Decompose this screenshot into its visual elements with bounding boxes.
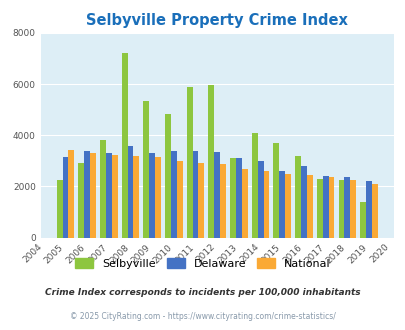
Text: © 2025 CityRating.com - https://www.cityrating.com/crime-statistics/: © 2025 CityRating.com - https://www.city… (70, 312, 335, 321)
Bar (251, 133, 257, 238)
Bar (84, 151, 90, 238)
Bar (273, 143, 279, 238)
Bar (257, 161, 263, 238)
Bar (230, 158, 235, 238)
Bar (235, 158, 241, 238)
Bar (365, 181, 371, 238)
Bar (322, 176, 328, 238)
Bar (100, 141, 106, 238)
Bar (306, 175, 312, 238)
Bar (122, 53, 127, 238)
Bar (176, 161, 182, 238)
Bar (208, 85, 214, 238)
Bar (68, 149, 74, 238)
Bar (350, 180, 355, 238)
Bar (192, 151, 198, 238)
Bar (371, 184, 377, 238)
Bar (343, 177, 350, 238)
Bar (90, 153, 96, 238)
Bar (171, 151, 176, 238)
Bar (127, 146, 133, 238)
Legend: Selbyville, Delaware, National: Selbyville, Delaware, National (75, 258, 330, 269)
Bar (328, 177, 334, 238)
Bar (316, 179, 322, 238)
Bar (279, 171, 284, 238)
Bar (220, 164, 226, 238)
Bar (284, 174, 290, 238)
Bar (359, 202, 365, 238)
Bar (155, 157, 160, 238)
Text: Crime Index corresponds to incidents per 100,000 inhabitants: Crime Index corresponds to incidents per… (45, 287, 360, 297)
Bar (62, 157, 68, 238)
Bar (294, 156, 300, 238)
Bar (149, 153, 155, 238)
Bar (78, 163, 84, 238)
Bar (133, 156, 139, 238)
Bar (198, 163, 204, 238)
Bar (214, 152, 220, 238)
Bar (111, 155, 117, 238)
Bar (143, 101, 149, 238)
Bar (57, 180, 62, 238)
Bar (263, 171, 269, 238)
Bar (106, 153, 111, 238)
Bar (241, 169, 247, 238)
Bar (165, 114, 171, 238)
Bar (186, 87, 192, 238)
Bar (300, 166, 306, 238)
Title: Selbyville Property Crime Index: Selbyville Property Crime Index (86, 13, 347, 28)
Bar (338, 180, 343, 238)
